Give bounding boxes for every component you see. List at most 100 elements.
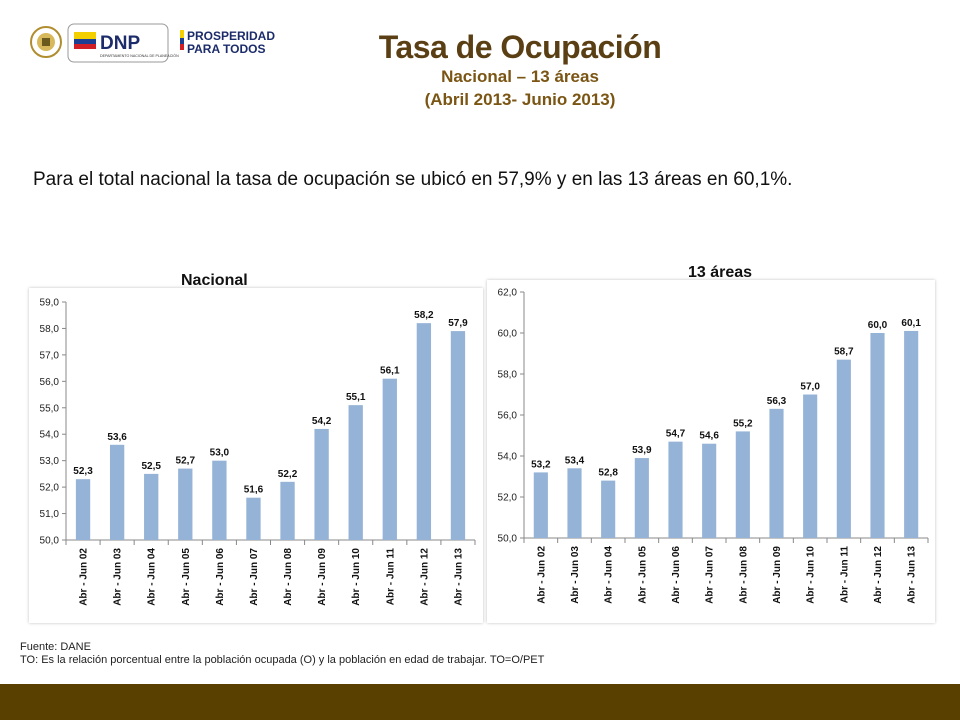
13-areas-data-label: 53,4 <box>565 455 585 466</box>
nacional-y-tick-label: 59,0 <box>40 298 60 309</box>
chart-nacional: 50,0 51,0 52,0 53,0 54,0 55,0 56,0 57,0 58,0 59,0… <box>40 298 476 606</box>
13-areas-y-tick-label: 56,0 <box>498 411 518 422</box>
footnote-source: Fuente: DANE <box>20 641 91 653</box>
nacional-bar <box>280 481 295 540</box>
13-areas-y-tick-label: 52,0 <box>498 493 518 504</box>
svg-text:DNP: DNP <box>100 33 140 54</box>
nacional-bar <box>246 497 261 540</box>
13-areas-y-tick-label: 60,0 <box>498 329 518 340</box>
nacional-data-label: 53,0 <box>210 448 230 459</box>
13-areas-category-label: Abr - Jun 05 <box>637 546 648 604</box>
nacional-category-label: Abr - Jun 02 <box>79 548 90 606</box>
nacional-y-tick-label: 57,0 <box>40 350 60 361</box>
13-areas-category-label: Abr - Jun 04 <box>604 546 615 604</box>
13-areas-category-label: Abr - Jun 02 <box>536 546 547 604</box>
13-areas-bar <box>702 443 717 538</box>
13-areas-data-label: 57,0 <box>800 382 820 393</box>
nacional-data-label: 57,9 <box>448 318 468 329</box>
page-period: (Abril 2013- Junio 2013) <box>424 90 616 109</box>
nacional-category-label: Abr - Jun 08 <box>283 548 294 606</box>
nacional-bar <box>314 428 329 540</box>
nacional-data-label: 52,3 <box>73 466 93 477</box>
nacional-data-label: 55,1 <box>346 392 366 403</box>
nacional-y-tick-label: 52,0 <box>40 483 60 494</box>
chart-title-nacional: Nacional <box>181 272 248 289</box>
13-areas-bar <box>735 431 750 538</box>
chart-frame-nacional: 50,0 51,0 52,0 53,0 54,0 55,0 56,0 57,0 58,0 59,0… <box>29 288 483 623</box>
nacional-y-tick-label: 58,0 <box>40 324 60 335</box>
nacional-y-tick-label: 53,0 <box>40 456 60 467</box>
13-areas-bar <box>769 408 784 538</box>
nacional-data-label: 58,2 <box>414 310 434 321</box>
13-areas-y-tick-label: 54,0 <box>498 452 518 463</box>
nacional-bar <box>416 323 432 540</box>
nacional-data-label: 52,7 <box>176 456 196 467</box>
13-areas-data-label: 54,7 <box>666 429 686 440</box>
13-areas-bar <box>870 333 885 538</box>
13-areas-data-label: 58,7 <box>834 347 854 358</box>
nacional-category-label: Abr - Jun 09 <box>317 548 328 606</box>
nacional-data-label: 56,1 <box>380 366 400 377</box>
title-block: Tasa de Ocupación Nacional – 13 áreas (A… <box>300 28 740 112</box>
nacional-data-label: 51,6 <box>244 485 264 496</box>
13-areas-data-label: 60,0 <box>868 320 888 331</box>
nacional-bar <box>178 468 193 540</box>
nacional-data-label: 52,5 <box>141 461 161 472</box>
logos: DNP DEPARTAMENTO NACIONAL DE PLANEACIÓN … <box>30 23 275 63</box>
nacional-y-tick-label: 51,0 <box>40 509 60 520</box>
nacional-category-label: Abr - Jun 06 <box>215 548 226 606</box>
13-areas-category-label: Abr - Jun 03 <box>570 546 581 604</box>
nacional-category-label: Abr - Jun 13 <box>453 548 464 606</box>
nacional-category-label: Abr - Jun 04 <box>147 548 158 606</box>
13-areas-data-label: 53,9 <box>632 445 652 456</box>
chart-frame-13-areas: 50,0 52,0 54,0 56,0 58,0 60,0 62,0 53,2 Abr - Ju… <box>487 280 935 623</box>
prosperidad-para-todos-logo: PROSPERIDAD PARA TODOS <box>180 29 275 56</box>
13-areas-data-label: 54,6 <box>699 431 719 442</box>
13-areas-category-label: Abr - Jun 10 <box>806 546 817 604</box>
13-areas-data-label: 52,8 <box>598 468 618 479</box>
nacional-category-label: Abr - Jun 10 <box>351 548 362 606</box>
13-areas-data-label: 56,3 <box>767 396 787 407</box>
summary-text: Para el total nacional la tasa de ocupac… <box>33 169 793 190</box>
13-areas-y-tick-label: 58,0 <box>498 370 518 381</box>
page-title: Tasa de Ocupación <box>378 29 662 65</box>
nacional-data-label: 53,6 <box>107 432 127 443</box>
nacional-y-tick-label: 56,0 <box>40 377 60 388</box>
13-areas-bar <box>803 394 818 538</box>
nacional-category-label: Abr - Jun 12 <box>419 548 430 606</box>
13-areas-bar <box>668 441 683 538</box>
nacional-y-tick-label: 55,0 <box>40 403 60 414</box>
nacional-data-label: 52,2 <box>278 469 298 480</box>
13-areas-category-label: Abr - Jun 06 <box>671 546 682 604</box>
13-areas-category-label: Abr - Jun 08 <box>738 546 749 604</box>
nacional-category-label: Abr - Jun 03 <box>113 548 124 606</box>
chart-title-13-areas: 13 áreas <box>688 264 753 281</box>
nacional-category-label: Abr - Jun 11 <box>385 548 396 606</box>
13-areas-bar <box>601 480 616 538</box>
footer-bar <box>0 684 960 720</box>
dnp-logo: DNP DEPARTAMENTO NACIONAL DE PLANEACIÓN <box>67 23 179 63</box>
svg-text:PARA TODOS: PARA TODOS <box>187 42 265 56</box>
nacional-bar <box>348 405 363 540</box>
colombia-seal-icon <box>30 26 62 58</box>
13-areas-bar <box>904 330 919 538</box>
13-areas-category-label: Abr - Jun 09 <box>772 546 783 604</box>
nacional-data-label: 54,2 <box>312 416 332 427</box>
13-areas-bar <box>634 458 649 538</box>
nacional-y-tick-label: 54,0 <box>40 430 60 441</box>
13-areas-bar <box>567 468 582 538</box>
svg-text:DEPARTAMENTO NACIONAL DE PLANE: DEPARTAMENTO NACIONAL DE PLANEACIÓN <box>100 53 179 58</box>
nacional-y-tick-label: 50,0 <box>40 536 60 547</box>
nacional-category-label: Abr - Jun 05 <box>181 548 192 606</box>
nacional-bar <box>109 444 125 540</box>
nacional-bar <box>450 331 466 540</box>
page-subtitle: Nacional – 13 áreas <box>441 67 599 86</box>
13-areas-data-label: 53,2 <box>531 459 551 470</box>
nacional-bar <box>212 460 227 540</box>
13-areas-data-label: 60,1 <box>901 318 921 329</box>
13-areas-category-label: Abr - Jun 13 <box>907 546 918 604</box>
13-areas-bar <box>533 472 548 538</box>
footnotes: Fuente: DANE TO: Es la relación porcentu… <box>20 641 544 667</box>
nacional-bar <box>75 479 91 540</box>
svg-text:PROSPERIDAD: PROSPERIDAD <box>187 29 275 43</box>
